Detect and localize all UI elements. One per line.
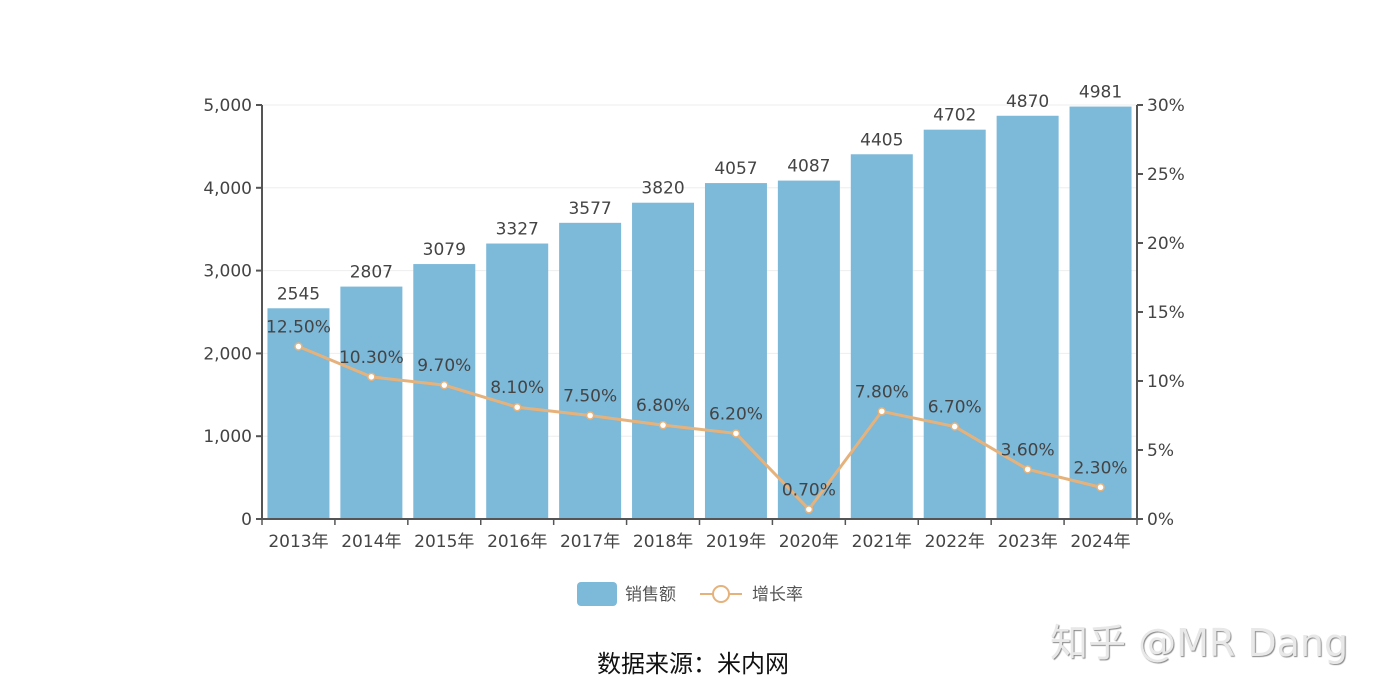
watermark: 知乎 @MR Dang (1050, 621, 1349, 665)
y-left-tick-label: 0 (241, 510, 252, 530)
growth-point (731, 429, 741, 438)
y-right-tick-label: 25% (1147, 165, 1185, 185)
y-right-tick-label: 15% (1147, 303, 1185, 323)
x-tick-label: 2022年 (925, 532, 985, 552)
x-tick-label: 2016年 (487, 532, 547, 552)
growth-value-label: 7.80% (855, 382, 909, 402)
growth-point (1023, 465, 1032, 474)
growth-point (658, 420, 668, 430)
bar-value-label: 3079 (423, 240, 466, 260)
x-tick-label: 2015年 (414, 532, 474, 552)
growth-value-label: 9.70% (417, 356, 471, 376)
bar (559, 222, 622, 519)
growth-value-label: 7.50% (563, 387, 617, 407)
y-right-tick-label: 30% (1147, 96, 1185, 116)
growth-point (950, 422, 959, 431)
legend-label-growth: 增长率 (752, 585, 803, 605)
growth-value-label: 6.80% (636, 396, 690, 416)
bar-value-label: 4057 (714, 159, 757, 179)
y-left-tick-label: 5,000 (203, 96, 252, 116)
y-right-tick-label: 20% (1147, 234, 1185, 254)
growth-value-label: 12.50% (266, 318, 331, 338)
source-note: 数据来源：米内网 (597, 650, 789, 678)
growth-point (804, 505, 814, 514)
growth-point (294, 342, 303, 351)
y-left-tick-label: 4,000 (203, 179, 252, 199)
growth-value-label: 10.30% (339, 348, 404, 368)
x-tick-label: 2018年 (633, 532, 693, 552)
bar (1069, 106, 1132, 520)
x-tick-label: 2020年 (779, 532, 839, 552)
x-tick-label: 2014年 (341, 532, 401, 552)
growth-point (512, 402, 522, 412)
bar (777, 180, 840, 519)
x-tick-label: 2013年 (268, 532, 328, 552)
x-tick-label: 2023年 (997, 532, 1057, 552)
bar-value-label: 3577 (568, 199, 611, 219)
bar-value-label: 4702 (933, 106, 976, 126)
growth-value-label: 6.20% (709, 404, 763, 424)
y-right-tick-label: 10% (1147, 372, 1185, 392)
x-tick-label: 2024年 (1070, 532, 1130, 552)
bar (340, 286, 403, 519)
bar (704, 183, 767, 520)
y-left-tick-label: 2,000 (203, 344, 252, 364)
bar-value-label: 3327 (496, 220, 539, 240)
legend-marker-growth (712, 585, 730, 603)
x-tick-label: 2019年 (706, 532, 766, 552)
legend-swatch-sales (577, 582, 617, 606)
growth-point (367, 372, 376, 382)
y-left-tick-label: 3,000 (203, 262, 252, 282)
y-right-tick-label: 0% (1147, 510, 1174, 530)
growth-point (440, 380, 449, 390)
y-right-tick-label: 5% (1147, 441, 1174, 461)
bar (486, 243, 549, 519)
growth-point (585, 411, 595, 420)
x-tick-label: 2017年 (560, 532, 620, 552)
growth-value-label: 0.70% (782, 480, 836, 500)
legend-label-sales: 销售额 (625, 585, 676, 605)
bar-value-label: 4870 (1006, 92, 1049, 112)
bar-value-label: 2807 (350, 263, 393, 283)
bar-value-label: 4981 (1079, 83, 1122, 103)
bar-value-label: 3820 (641, 179, 684, 199)
growth-value-label: 2.30% (1074, 458, 1128, 478)
bar (923, 129, 986, 520)
growth-value-label: 3.60% (1001, 440, 1055, 460)
bar-value-label: 4405 (860, 130, 903, 150)
bar-value-label: 2545 (277, 284, 320, 304)
bar-value-label: 4087 (787, 157, 830, 177)
growth-value-label: 6.70% (928, 398, 982, 418)
y-left-tick-label: 1,000 (203, 427, 252, 447)
x-tick-label: 2021年 (852, 532, 912, 552)
bar (996, 115, 1059, 519)
growth-value-label: 8.10% (490, 378, 544, 398)
bar (632, 202, 695, 520)
growth-line (297, 345, 1101, 512)
bar (267, 308, 330, 519)
bar (850, 154, 913, 520)
growth-point (1096, 483, 1105, 492)
growth-point (877, 407, 887, 416)
